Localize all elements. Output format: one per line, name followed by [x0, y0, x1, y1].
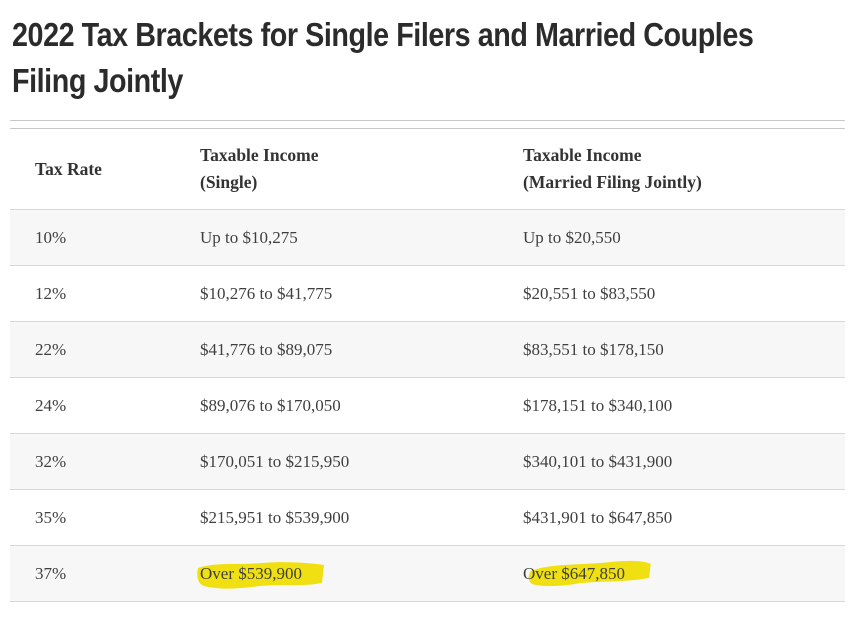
- table-row: 37% Over $539,900: [10, 545, 845, 602]
- single-range-cell: $41,776 to $89,075: [175, 321, 498, 378]
- single-range-cell: $170,051 to $215,950: [175, 433, 498, 490]
- highlighted-value: Over $539,900: [197, 561, 324, 589]
- tax-rate-cell: 12%: [10, 265, 175, 322]
- header-line: Tax Rate: [35, 158, 102, 179]
- table-row: 10% Up to $10,275 Up to $20,550: [10, 209, 845, 266]
- table-row: 12% $10,276 to $41,775 $20,551 to $83,55…: [10, 265, 845, 322]
- married-range-cell: Up to $20,550: [498, 209, 845, 266]
- single-range-cell: $10,276 to $41,775: [175, 265, 498, 322]
- tax-rate-cell: 24%: [10, 377, 175, 434]
- married-range-cell: $83,551 to $178,150: [498, 321, 845, 378]
- article-page: 2022 Tax Brackets for Single Filers and …: [0, 12, 862, 631]
- page-title: 2022 Tax Brackets for Single Filers and …: [12, 12, 862, 104]
- table-header-row: Tax Rate Taxable Income (Single) Taxable…: [10, 129, 845, 210]
- header-line: (Single): [200, 172, 258, 192]
- table-row: 35% $215,951 to $539,900 $431,901 to $64…: [10, 489, 845, 546]
- tax-rate-cell: 22%: [10, 321, 175, 378]
- header-tax-rate: Tax Rate: [10, 129, 175, 210]
- single-range-cell: $89,076 to $170,050: [175, 377, 498, 434]
- single-range-cell: Over $539,900: [175, 545, 498, 602]
- header-line: Taxable Income: [200, 145, 319, 165]
- page-title-line2: Filing Jointly: [12, 62, 183, 99]
- married-range-cell: Over $647,850: [498, 545, 845, 602]
- tax-brackets-table-container: Tax Rate Taxable Income (Single) Taxable…: [10, 120, 845, 602]
- header-line: (Married Filing Jointly): [523, 172, 702, 192]
- single-range-text: Over $539,900: [200, 563, 302, 583]
- highlighted-value: Over $647,850: [523, 560, 651, 586]
- header-taxable-income-single: Taxable Income (Single): [175, 129, 498, 210]
- married-range-cell: $178,151 to $340,100: [498, 377, 845, 434]
- tax-rate-cell: 35%: [10, 489, 175, 546]
- married-range-cell: $431,901 to $647,850: [498, 489, 845, 546]
- table-row: 22% $41,776 to $89,075 $83,551 to $178,1…: [10, 321, 845, 378]
- married-range-cell: $20,551 to $83,550: [498, 265, 845, 322]
- tax-rate-cell: 32%: [10, 433, 175, 490]
- page-title-line1: 2022 Tax Brackets for Single Filers and …: [12, 16, 754, 53]
- table-row: 32% $170,051 to $215,950 $340,101 to $43…: [10, 433, 845, 490]
- tax-rate-cell: 37%: [10, 545, 175, 602]
- tax-brackets-table: Tax Rate Taxable Income (Single) Taxable…: [10, 128, 845, 602]
- single-range-cell: Up to $10,275: [175, 209, 498, 266]
- header-taxable-income-married: Taxable Income (Married Filing Jointly): [498, 129, 845, 210]
- header-line: Taxable Income: [523, 145, 642, 165]
- married-range-cell: $340,101 to $431,900: [498, 433, 845, 490]
- table-row: 24% $89,076 to $170,050 $178,151 to $340…: [10, 377, 845, 434]
- tax-rate-cell: 10%: [10, 209, 175, 266]
- single-range-cell: $215,951 to $539,900: [175, 489, 498, 546]
- married-range-text: Over $647,850: [523, 563, 625, 583]
